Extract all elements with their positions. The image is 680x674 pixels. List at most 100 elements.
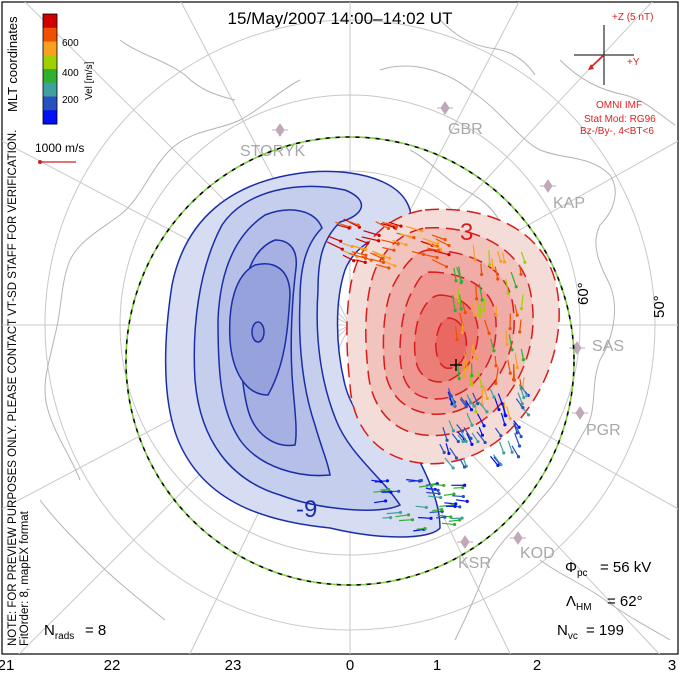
- velocity-vector-origin: [387, 487, 391, 492]
- velocity-vector-origin: [436, 248, 440, 253]
- velocity-vector: [520, 348, 525, 360]
- velocity-vector: [335, 221, 351, 228]
- velocity-vector-origin: [455, 337, 459, 342]
- velocity-vector-origin: [508, 371, 512, 375]
- lambda-hm-value: = 62°: [607, 593, 643, 610]
- velocity-vector: [519, 384, 525, 398]
- velocity-vector-origin: [496, 463, 500, 468]
- velocity-vector-origin: [364, 256, 368, 260]
- velocity-vector-origin: [503, 413, 507, 418]
- velocity-vector: [472, 392, 479, 404]
- station-label: KSR: [458, 555, 491, 572]
- velocity-vector: [453, 267, 457, 281]
- velocity-vector-origin: [363, 260, 367, 264]
- velocity-vector-origin: [487, 331, 491, 335]
- velocity-vector-origin: [389, 490, 393, 494]
- velocity-vector-origin: [506, 291, 510, 296]
- velocity-vectors: [326, 218, 531, 532]
- velocity-vector-origin: [377, 239, 381, 243]
- velocity-vector-origin: [451, 466, 455, 470]
- velocity-vector: [326, 241, 343, 250]
- mlt-tick: 22: [104, 657, 121, 674]
- map-title: 15/May/2007 14:00–14:02 UT: [228, 9, 453, 28]
- velocity-vector-origin: [364, 253, 368, 257]
- velocity-vector-origin: [515, 365, 519, 370]
- station-label: PGR: [586, 422, 621, 439]
- velocity-vector: [342, 242, 353, 248]
- velocity-vector: [361, 236, 379, 242]
- velocity-vector: [431, 259, 447, 268]
- velocity-vector-origin: [517, 444, 522, 448]
- velocity-vector-origin: [388, 256, 392, 260]
- velocity-vector: [444, 502, 456, 505]
- velocity-vector: [483, 297, 486, 311]
- velocity-vector-origin: [452, 492, 456, 496]
- velocity-vector-origin: [459, 279, 464, 283]
- velocity-vector-origin: [452, 522, 457, 527]
- velocity-vector-origin: [494, 364, 498, 368]
- velocity-vector-origin: [502, 451, 506, 455]
- velocity-vector: [505, 278, 509, 294]
- velocity-vector: [466, 412, 473, 426]
- velocity-vector-origin: [461, 494, 465, 499]
- velocity-vector: [456, 267, 463, 282]
- velocity-vector-origin: [475, 297, 479, 301]
- velocity-vector-origin: [386, 226, 391, 230]
- velocity-vector-origin: [499, 434, 503, 438]
- velocity-vector: [381, 239, 399, 245]
- verification-note: NOTE: FOR PREVIEW PURPOSES ONLY. PLEASE …: [7, 130, 19, 646]
- station-label: SAS: [592, 338, 624, 355]
- velocity-vector-origin: [476, 402, 480, 406]
- velocity-vector-origin: [508, 417, 512, 421]
- mlt-tick: 3: [668, 657, 676, 674]
- velocity-vector-origin: [519, 306, 524, 311]
- negative-potential-label: -9: [296, 496, 317, 523]
- velocity-vector-origin: [399, 224, 403, 228]
- velocity-vector: [463, 352, 468, 368]
- mlt-tick: 23: [225, 657, 242, 674]
- velocity-vector-origin: [476, 440, 480, 444]
- mlt-axis: 21 22 23 0 1 2 3: [0, 657, 676, 674]
- hm-boundary-overlay: [125, 136, 575, 586]
- reference-vector-label: 1000 m/s: [35, 141, 84, 155]
- velocity-vector: [400, 233, 411, 238]
- velocity-vector-origin: [470, 442, 474, 446]
- velocity-vector-origin: [360, 247, 364, 251]
- velocity-vector-origin: [447, 243, 451, 248]
- imf-info: +Z (5 nT) +Y OMNI IMF Stat Mod: RG96 Bz-…: [580, 12, 656, 137]
- velocity-vector: [420, 240, 433, 246]
- velocity-vector: [513, 422, 518, 434]
- velocity-vector-origin: [464, 439, 468, 444]
- velocity-vector-origin: [470, 423, 474, 427]
- velocity-vector: [475, 285, 478, 299]
- velocity-colorbar: [42, 13, 58, 125]
- velocity-vector-origin: [510, 450, 514, 454]
- velocity-vector-origin: [454, 456, 459, 460]
- velocity-vector-origin: [492, 395, 496, 399]
- velocity-vector-origin: [526, 413, 531, 417]
- velocity-vector-origin: [436, 488, 440, 492]
- velocity-vector: [388, 221, 402, 227]
- velocity-vector: [352, 245, 363, 250]
- velocity-vector-origin: [485, 396, 489, 401]
- velocity-vector-origin: [437, 492, 441, 496]
- velocity-vector: [433, 250, 450, 256]
- velocity-vector: [327, 235, 341, 242]
- velocity-vector-origin: [388, 515, 393, 520]
- velocity-vector-origin: [385, 479, 390, 483]
- velocity-vector-origin: [494, 313, 498, 317]
- velocity-vector-origin: [469, 436, 473, 441]
- velocity-vector: [483, 385, 488, 399]
- velocity-vector: [484, 319, 490, 334]
- velocity-vector: [373, 490, 385, 493]
- velocity-vector: [336, 224, 350, 229]
- velocity-vector: [372, 252, 390, 259]
- velocity-vector: [431, 483, 444, 487]
- colorbar-label: Vel [m/s]: [84, 61, 95, 100]
- velocity-vector: [515, 398, 524, 408]
- velocity-vector: [498, 441, 505, 454]
- velocity-vector-origin: [420, 229, 424, 233]
- colorbar-segment: [43, 14, 57, 29]
- velocity-vector-origin: [381, 260, 386, 264]
- velocity-vector-origin: [520, 402, 525, 406]
